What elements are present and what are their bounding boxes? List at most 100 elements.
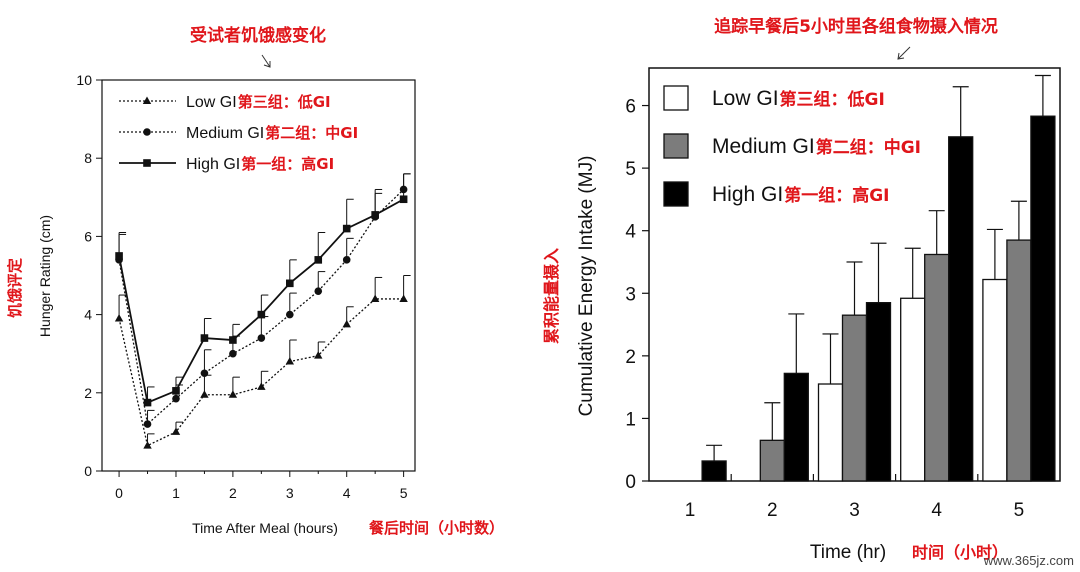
hunger-data-point [314,256,323,264]
energy-y-tick-label: 2 [625,347,636,368]
hunger-plot-frame [101,79,416,472]
energy-legend-swatch [663,181,689,207]
energy-y-tick-label: 1 [625,409,636,430]
hunger-x-tick-label: 0 [115,485,123,501]
hunger-legend-label-cn: 第一组：高GI [241,155,334,173]
energy-x-axis-label: Time (hr) [810,542,886,563]
hunger-axis-ticks: 0 2 4 6 8 10 0 1 2 3 4 5 [76,72,407,501]
energy-x-tick-label: 2 [767,500,778,521]
energy-legend-label-cn: 第二组：中GI [816,137,921,158]
energy-x-tick-label: 3 [849,500,860,521]
hunger-data-point [257,310,266,319]
hunger-data-point [257,334,266,342]
energy-bar [924,253,950,482]
energy-annotation-title: 追踪早餐后5小时里各组食物摄入情况 [714,16,998,37]
energy-y-tick-label: 4 [625,222,636,243]
hunger-data-point [115,252,123,260]
hunger-y-tick-label: 0 [84,463,92,479]
hunger-data-point [200,334,209,342]
energy-legend-label-cn: 第一组：高GI [784,185,889,206]
hunger-legend-marker [143,159,151,167]
hunger-y-axis-label-cn: 饥饿评定 [6,258,24,318]
hunger-y-tick-label: 2 [84,385,92,401]
hunger-data-point [172,387,180,395]
hunger-x-tick-label: 3 [286,485,294,501]
hunger-legend-marker [142,96,152,104]
hunger-data-point [314,351,323,359]
hunger-data-point [143,398,152,407]
energy-bar [865,302,892,482]
energy-y-axis-label-cn: 累积能量摄入 [542,248,561,344]
energy-x-axis-label-cn: 时间（小时） [912,543,1008,562]
hunger-data-point [371,211,379,219]
energy-y-axis-label: Cumulative Energy Intake (MJ) [576,156,597,417]
energy-axis-ticks: 0 1 2 3 4 5 6 1 2 3 4 5 [625,97,1024,521]
hunger-legend-label-cn: 第三组：低GI [238,93,331,111]
hunger-plot-border [101,79,416,472]
hunger-x-tick-label: 1 [172,485,180,501]
hunger-series-0 [114,275,411,449]
hunger-data-point [114,314,124,322]
energy-legend-label-cn: 第三组：低GI [780,89,885,110]
hunger-series-line [118,298,404,447]
energy-x-tick-label: 4 [931,500,942,521]
energy-legend-label: Medium GI [712,135,815,158]
energy-bar-chart: 追踪早餐后5小时里各组食物摄入情况 0 1 2 3 4 5 6 1 2 3 4 5 Low GI 第三组… [542,16,1061,563]
hunger-data-point [143,441,152,449]
hunger-legend-label: Low GI [186,94,237,111]
hunger-y-tick-label: 4 [84,307,92,323]
energy-bar [759,439,785,482]
hunger-legend-label: High GI [186,156,240,173]
watermark-text: www.365jz.com [983,553,1074,568]
hunger-data-point [200,369,209,378]
energy-bar [701,460,727,482]
energy-y-tick-label: 6 [625,97,636,118]
energy-legend-label: High GI [712,183,783,206]
energy-bar [948,136,974,482]
hunger-data-point [342,256,351,264]
energy-bar [900,297,926,482]
energy-bar [1006,239,1032,482]
hunger-x-tick-label: 2 [229,485,237,501]
hunger-legend: Low GI 第三组：低GI Medium GI 第二组：中GI High GI 第一组：… [119,93,358,173]
hunger-data-point [399,294,408,302]
hunger-data-point [229,349,237,358]
hunger-y-tick-label: 10 [76,72,92,88]
energy-y-tick-label: 5 [625,159,636,180]
hunger-y-axis-label: Hunger Rating (cm) [37,215,53,337]
hunger-data-point [257,382,266,390]
hunger-data-point [342,224,351,233]
hunger-annotation-title: 受试者饥饿感变化 [190,25,326,46]
hunger-series-group [114,173,411,449]
energy-series-0 [817,228,1008,482]
energy-annotation-arrow [897,46,911,60]
hunger-legend-label: Medium GI [186,125,264,142]
hunger-y-tick-label: 8 [84,150,92,166]
hunger-legend-label-cn: 第二组：中GI [265,124,358,142]
hunger-data-point [228,390,238,398]
hunger-data-point [285,357,294,365]
energy-bar [817,383,844,482]
energy-bar [841,314,868,482]
hunger-data-point [370,294,380,302]
hunger-data-point [171,427,181,435]
energy-y-tick-label: 3 [625,284,636,305]
hunger-annotation-arrow [261,54,271,68]
hunger-data-point [172,394,180,403]
energy-series-2 [701,74,1056,482]
energy-legend-swatch [663,85,689,111]
hunger-data-point [229,336,237,344]
hunger-legend-marker [143,128,151,136]
hunger-data-point [286,279,294,288]
hunger-data-point [286,310,294,319]
hunger-data-point [200,390,209,398]
hunger-line-chart: 受试者饥饿感变化 0 2 4 6 8 10 0 1 2 3 4 5 Low GI 第三组：低GI Medi… [6,25,504,537]
energy-bars-group [701,74,1056,482]
hunger-data-point [143,420,152,428]
hunger-x-tick-label: 5 [400,485,408,501]
energy-bar [783,372,809,482]
hunger-series-2 [115,173,411,407]
hunger-y-tick-label: 6 [84,228,92,244]
energy-x-tick-label: 5 [1014,500,1025,521]
